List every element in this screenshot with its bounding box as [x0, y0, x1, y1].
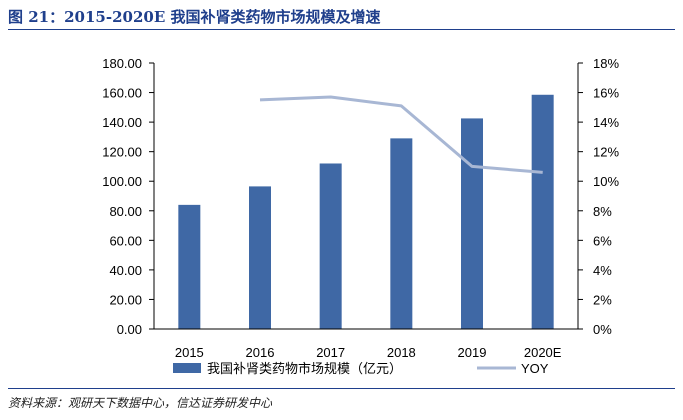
right-axis: 0% 2% 4% 6% 8% 10% 12% 14% 16% 18% — [577, 56, 619, 337]
right-tick-label: 6% — [593, 233, 612, 248]
source-rule — [8, 388, 675, 389]
left-tick-label: 160.00 — [102, 86, 142, 101]
x-axis-labels: 2015 2016 2017 2018 2019 2020E — [154, 328, 578, 360]
right-tick-label: 0% — [593, 322, 612, 337]
x-tick-label: 2015 — [175, 345, 204, 360]
left-tick-label: 180.00 — [102, 56, 142, 71]
right-tick-label: 10% — [593, 174, 619, 189]
left-tick-label: 60.00 — [109, 233, 142, 248]
source-note: 资料来源：观研天下数据中心，信达证券研发中心 — [8, 396, 273, 410]
right-tick-label: 16% — [593, 86, 619, 101]
x-tick-label: 2016 — [246, 345, 275, 360]
left-axis: 0.00 20.00 40.00 60.00 80.00 100.00 120.00 140.… — [102, 56, 155, 337]
left-tick-label: 40.00 — [109, 263, 142, 278]
bar — [178, 204, 201, 329]
right-tick-label: 2% — [593, 292, 612, 307]
right-tick-label: 12% — [593, 145, 619, 160]
legend-bar-label: 我国补肾类药物市场规模（亿元） — [207, 361, 402, 377]
right-tick-label: 4% — [593, 263, 612, 278]
left-tick-label: 120.00 — [102, 145, 142, 160]
right-tick-label: 18% — [593, 56, 619, 71]
left-tick-label: 0.00 — [117, 322, 142, 337]
figure-title: 图 21：2015-2020E 我国补肾类药物市场规模及增速 — [8, 8, 381, 26]
bar — [390, 138, 413, 329]
legend-line-label: YOY — [521, 361, 549, 376]
left-tick-label: 100.00 — [102, 174, 142, 189]
right-tick-label: 8% — [593, 204, 612, 219]
x-tick-label: 2020E — [524, 345, 562, 360]
bar — [461, 118, 483, 330]
title-rule — [8, 29, 675, 30]
bar — [319, 163, 342, 329]
left-tick-label: 20.00 — [109, 292, 142, 307]
x-tick-label: 2017 — [316, 345, 345, 360]
yoy-line — [259, 95, 543, 174]
legend-bar-swatch — [173, 363, 201, 373]
x-tick-label: 2018 — [387, 345, 416, 360]
left-tick-label: 80.00 — [109, 204, 142, 219]
bar — [531, 94, 554, 330]
legend: 我国补肾类药物市场规模（亿元） YOY — [173, 361, 549, 377]
right-tick-label: 14% — [593, 115, 619, 130]
x-tick-label: 2019 — [458, 345, 487, 360]
bar-series — [178, 94, 554, 330]
bar — [249, 186, 271, 329]
left-tick-label: 140.00 — [102, 115, 142, 130]
yoy-series — [259, 95, 543, 174]
